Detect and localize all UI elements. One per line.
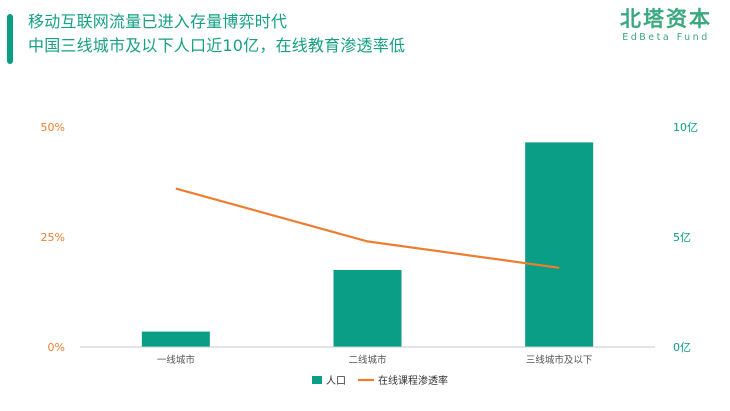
population-bar [333,270,402,347]
x-axis-tick-label: 二线城市 [348,354,387,366]
headline: 移动互联网流量已进入存量博弈时代 [28,12,288,31]
title-block: 移动互联网流量已进入存量博弈时代 中国三线城市及以下人口近10亿，在线教育渗透率… [28,10,405,58]
penetration-rate-line [175,187,560,269]
x-axis-tick-label: 三线城市及以下 [526,354,593,366]
legend-bar-swatch [312,376,322,384]
legend-label-penetration: 在线课程渗透率 [378,374,448,387]
legend-label-population: 人口 [326,375,346,387]
left-axis-tick-label: 25% [41,231,65,244]
logo-name-cn: 北塔资本 [620,7,712,31]
subheadline: 中国三线城市及以下人口近10亿，在线教育渗透率低 [28,36,406,55]
logo-name-en: EdBeta Fund [622,32,710,43]
x-axis-tick-label: 一线城市 [157,354,196,366]
left-axis-tick-label: 50% [41,121,65,134]
left-axis-tick-label: 0% [48,341,65,354]
population-bar [525,142,594,347]
title-accent-bar [7,14,13,64]
right-axis-tick-label: 10亿 [673,121,698,134]
brand-logo: 北塔资本 EdBeta Fund [620,6,712,44]
right-axis-tick-label: 5亿 [673,231,691,244]
right-axis-tick-label: 0亿 [673,341,691,354]
population-bar [141,331,210,347]
